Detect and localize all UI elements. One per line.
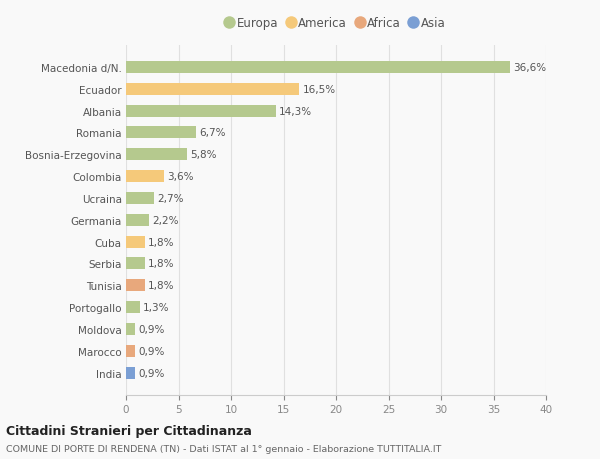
- Text: 16,5%: 16,5%: [302, 84, 335, 95]
- Text: 3,6%: 3,6%: [167, 172, 193, 182]
- Text: 6,7%: 6,7%: [199, 128, 226, 138]
- Bar: [126, 214, 149, 226]
- Text: COMUNE DI PORTE DI RENDENA (TN) - Dati ISTAT al 1° gennaio - Elaborazione TUTTIT: COMUNE DI PORTE DI RENDENA (TN) - Dati I…: [6, 444, 442, 453]
- Bar: [126, 149, 187, 161]
- Text: 1,8%: 1,8%: [148, 281, 175, 291]
- Text: 0,9%: 0,9%: [139, 346, 165, 356]
- Text: 0,9%: 0,9%: [139, 368, 165, 378]
- Text: 1,8%: 1,8%: [148, 237, 175, 247]
- Bar: [126, 127, 196, 139]
- Text: 1,3%: 1,3%: [143, 302, 169, 313]
- Bar: [126, 302, 140, 313]
- Text: 5,8%: 5,8%: [190, 150, 217, 160]
- Text: 1,8%: 1,8%: [148, 259, 175, 269]
- Bar: [126, 236, 145, 248]
- Bar: [126, 258, 145, 270]
- Text: 2,2%: 2,2%: [152, 215, 179, 225]
- Bar: [126, 280, 145, 292]
- Bar: [126, 62, 510, 74]
- Text: 0,9%: 0,9%: [139, 325, 165, 334]
- Bar: [126, 84, 299, 95]
- Bar: [126, 345, 136, 357]
- Text: 14,3%: 14,3%: [280, 106, 313, 116]
- Bar: [126, 171, 164, 183]
- Legend: Europa, America, Africa, Asia: Europa, America, Africa, Asia: [226, 17, 446, 30]
- Bar: [126, 106, 276, 118]
- Text: 36,6%: 36,6%: [514, 63, 547, 73]
- Text: 2,7%: 2,7%: [157, 194, 184, 203]
- Bar: [126, 323, 136, 335]
- Bar: [126, 192, 154, 205]
- Text: Cittadini Stranieri per Cittadinanza: Cittadini Stranieri per Cittadinanza: [6, 424, 252, 437]
- Bar: [126, 367, 136, 379]
